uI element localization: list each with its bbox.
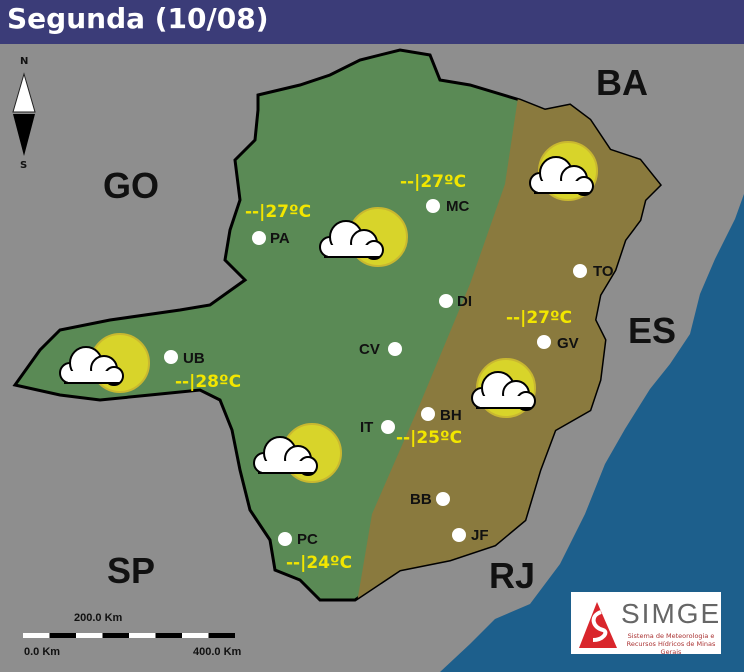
city-marker[interactable] [537, 335, 551, 349]
city-marker[interactable] [381, 420, 395, 434]
title-bar: Segunda (10/08) [0, 0, 744, 44]
scale-segment [102, 633, 129, 638]
compass-north-icon [12, 72, 36, 113]
scale-start: 0.0 Km [24, 646, 61, 658]
scale-segment [76, 633, 103, 638]
scale-end: 400.0 Km [193, 646, 242, 658]
scale-segment [129, 633, 156, 638]
city-marker[interactable] [436, 492, 450, 506]
scale-segment [23, 633, 50, 638]
city-marker[interactable] [573, 264, 587, 278]
compass-south-icon [13, 114, 35, 156]
sun-cloud-icon [59, 333, 150, 393]
scale-segment [49, 633, 76, 638]
city-label: GV [557, 335, 579, 352]
page-title: Segunda (10/08) [7, 2, 269, 35]
compass-s-label: S [20, 160, 28, 171]
map [12, 48, 744, 672]
scale-segment [182, 633, 209, 638]
temperature-label: --|27ºC [506, 308, 573, 328]
city-marker[interactable] [421, 407, 435, 421]
sun-cloud-icon [253, 423, 342, 483]
city-label: DI [457, 293, 472, 310]
city-marker[interactable] [164, 350, 178, 364]
city-marker[interactable] [439, 294, 453, 308]
scale-segment [208, 633, 235, 638]
city-label: BH [440, 407, 462, 424]
city-label: UB [183, 350, 205, 367]
city-label: JF [471, 527, 489, 544]
compass-n-label: N [20, 56, 29, 67]
scale-segment [155, 633, 182, 638]
region-label: GO [103, 165, 160, 206]
logo-name: SIMGE [621, 598, 722, 629]
region-label: SP [107, 550, 156, 591]
city-label: IT [360, 419, 374, 436]
sun-cloud-icon [319, 207, 408, 267]
logo-subtitle: Sistema de Meteorologia e Recursos Hídri… [626, 632, 716, 656]
city-label: BB [410, 491, 432, 508]
temperature-label: --|27ºC [245, 202, 312, 222]
logo-mark-icon [579, 602, 617, 648]
city-label: PA [270, 230, 290, 247]
temperature-label: --|28ºC [175, 372, 242, 392]
city-marker[interactable] [452, 528, 466, 542]
city-label: TO [593, 263, 614, 280]
region-label: ES [628, 310, 677, 351]
ocean [440, 194, 744, 672]
scale-bar [23, 633, 235, 638]
city-marker[interactable] [252, 231, 266, 245]
city-marker[interactable] [426, 199, 440, 213]
region-label: BA [596, 62, 648, 103]
region-label: RJ [489, 555, 536, 596]
temperature-label: --|24ºC [286, 553, 353, 573]
sun-cloud-icon [529, 141, 598, 201]
temperature-label: --|27ºC [400, 172, 467, 192]
city-label: CV [359, 341, 380, 358]
city-label: PC [297, 531, 318, 548]
city-label: MC [446, 198, 470, 215]
city-marker[interactable] [278, 532, 292, 546]
city-marker[interactable] [388, 342, 402, 356]
sun-cloud-icon [471, 358, 536, 418]
temperature-label: --|25ºC [396, 428, 463, 448]
scale-mid: 200.0 Km [74, 612, 123, 624]
simge-logo: SIMGE Sistema de Meteorologia e Recursos… [571, 592, 722, 656]
